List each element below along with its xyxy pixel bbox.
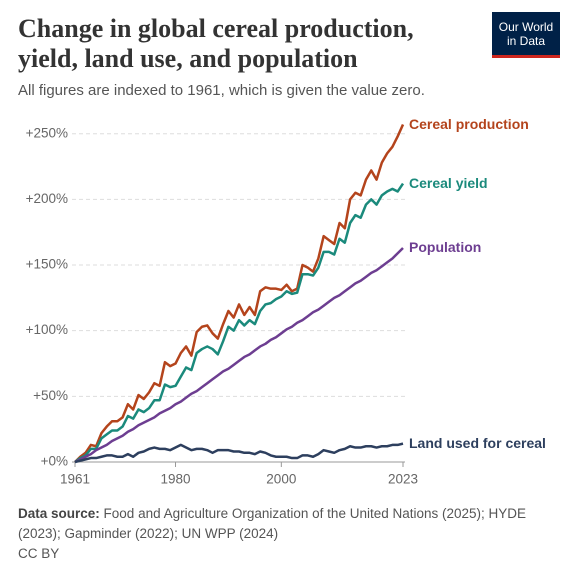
x-tick-label: 2000 xyxy=(266,472,296,487)
series-line xyxy=(74,123,405,463)
x-tick-label: 1980 xyxy=(160,472,190,487)
series-line xyxy=(74,182,405,464)
source: Food and Agriculture Organization of the… xyxy=(18,506,527,541)
logo: Our World in Data xyxy=(492,12,560,58)
series-label: Population xyxy=(409,238,482,255)
footer: Data source: Food and Agriculture Organi… xyxy=(18,504,558,544)
chart: +0% +50% +100% +150% +200% +250% 1961 1980 2000 2… xyxy=(26,123,418,487)
series-label: Cereal yield xyxy=(409,174,488,191)
y-tick-label: +150% xyxy=(26,257,68,272)
source-label: Data source: xyxy=(18,506,100,521)
chart-title: Change in global cereal production, yiel… xyxy=(18,14,414,73)
x-tick-label: 1961 xyxy=(60,472,90,487)
y-tick-label: +50% xyxy=(33,388,68,403)
series-line xyxy=(74,247,404,464)
y-tick-label: +100% xyxy=(26,322,68,337)
x-tick-label: 2023 xyxy=(388,472,418,487)
series-label: Cereal production xyxy=(409,115,529,132)
y-tick-label: +0% xyxy=(41,454,68,469)
series-label: Land used for cereal xyxy=(409,434,546,451)
y-tick-label: +250% xyxy=(26,125,68,140)
license: CC BY xyxy=(18,546,60,561)
series-line xyxy=(74,442,404,464)
y-tick-label: +200% xyxy=(26,191,68,206)
chart-subtitle: All figures are indexed to 1961, which i… xyxy=(18,82,425,99)
